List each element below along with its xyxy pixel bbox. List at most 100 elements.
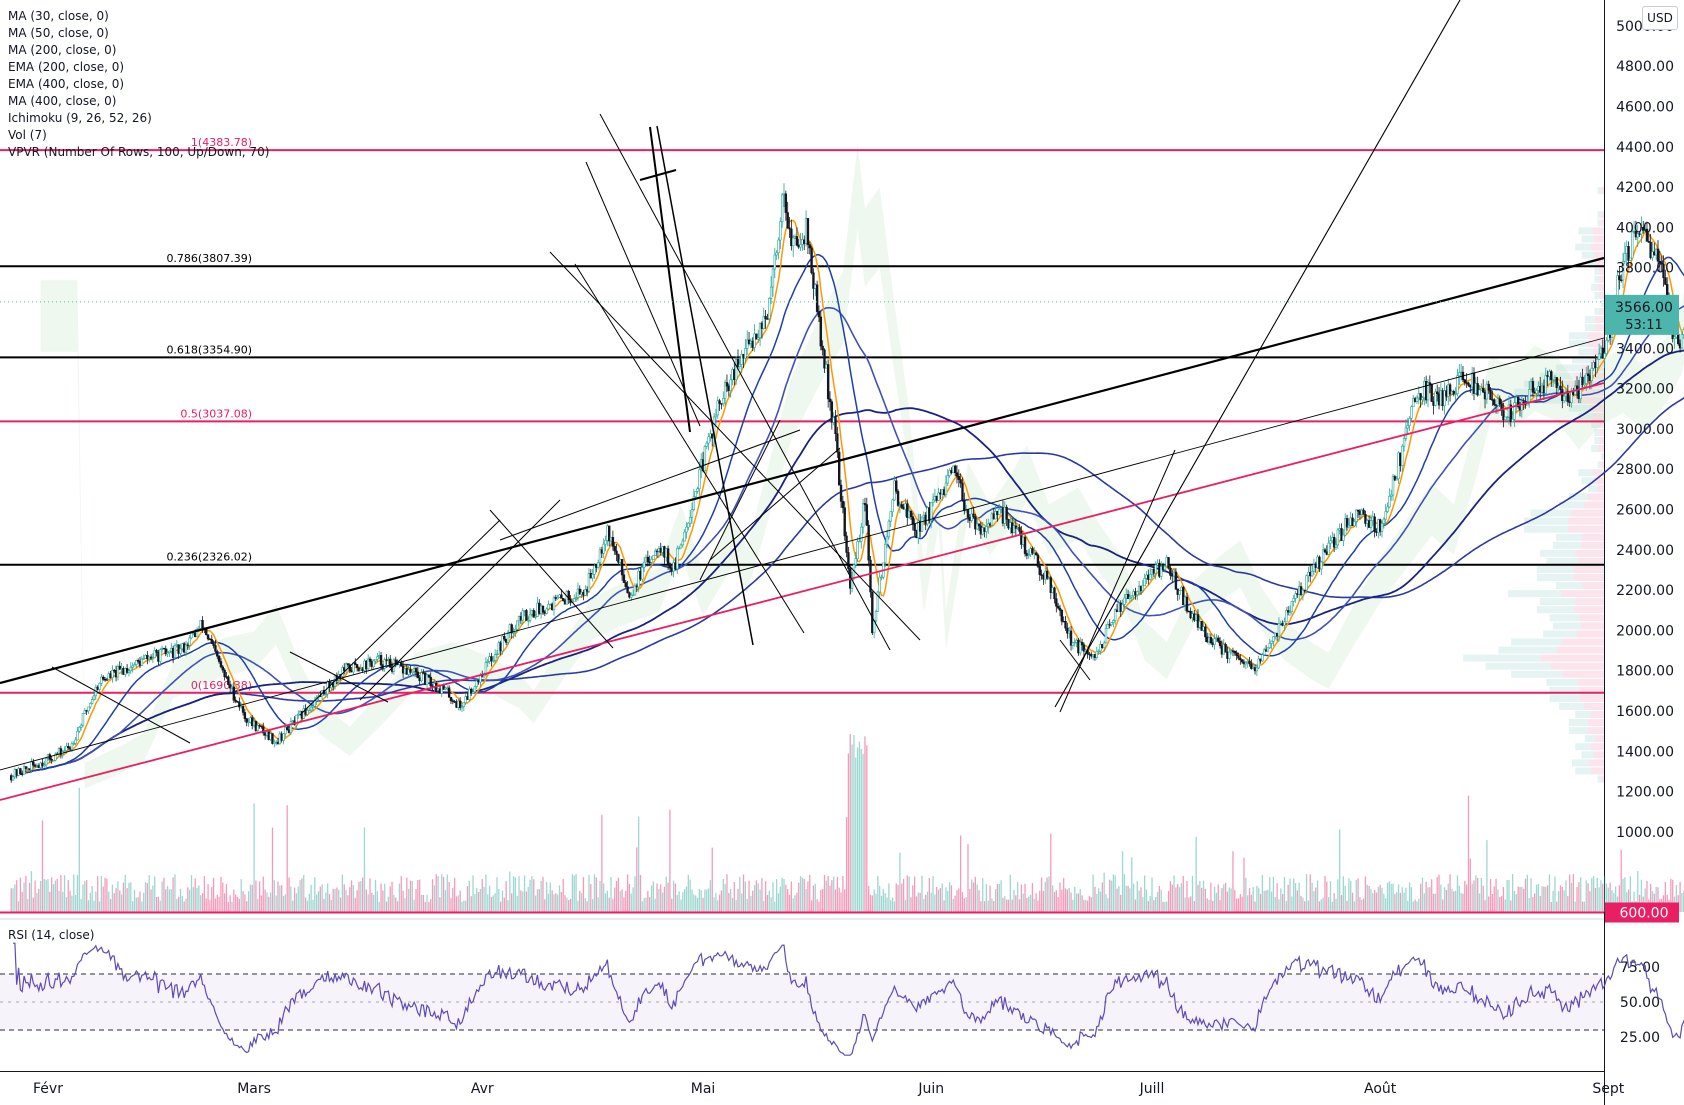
candle-body xyxy=(389,658,392,668)
trend-line[interactable] xyxy=(359,499,561,701)
trend-line[interactable] xyxy=(709,447,841,561)
time-axis[interactable]: FévrMarsAvrMaiJuinJuillAoûtSeptOct xyxy=(33,1081,1684,1097)
candle-body xyxy=(15,769,18,776)
candle-body xyxy=(602,543,605,554)
candle-body xyxy=(1618,275,1621,281)
candle-body xyxy=(1014,525,1018,529)
candle-body xyxy=(1178,590,1181,595)
price-axis[interactable]: 1000.00 1200.00 1400.00 1600.00 1800.00 2000.… xyxy=(1616,19,1674,841)
trend-line[interactable] xyxy=(1054,0,1461,708)
trend-line[interactable] xyxy=(51,666,191,744)
candle-body xyxy=(858,540,861,543)
candle-body xyxy=(1399,452,1402,466)
candle-body xyxy=(405,668,408,675)
rsi-line[interactable] xyxy=(13,942,1684,1056)
trend-line[interactable] xyxy=(649,126,691,433)
legend-item[interactable]: Vol (7) xyxy=(8,128,47,142)
candle-body xyxy=(668,563,672,569)
legend-item[interactable]: MA (50, close, 0) xyxy=(8,26,109,40)
ma-line[interactable] xyxy=(10,301,1684,781)
trend-line[interactable] xyxy=(599,113,891,651)
trend-line[interactable] xyxy=(549,251,921,641)
candle-body xyxy=(1307,572,1310,577)
ema-line[interactable] xyxy=(10,340,1684,781)
candle-body xyxy=(532,610,535,618)
candle-body xyxy=(420,672,423,682)
candle-body xyxy=(821,345,824,351)
candle-body xyxy=(1158,562,1161,577)
trend-line[interactable] xyxy=(656,125,754,646)
candle-body xyxy=(1005,506,1008,520)
candle-body xyxy=(1261,654,1264,662)
ma-line[interactable] xyxy=(10,371,1684,781)
candle-body xyxy=(171,648,175,658)
candle-body xyxy=(135,660,138,665)
legend-item[interactable]: MA (200, close, 0) xyxy=(8,43,117,57)
legend-item[interactable]: VPVR (Number Of Rows, 100, Up/Down, 70) xyxy=(8,145,270,159)
trend-line[interactable] xyxy=(574,263,805,634)
candle-body xyxy=(1163,565,1167,570)
legend-item[interactable]: MA (30, close, 0) xyxy=(8,9,109,23)
trend-line[interactable] xyxy=(585,161,701,427)
fib-retracement[interactable]: 1(4383.78) 0.786(3807.39) 0.618(3354.90) 0.… xyxy=(0,136,1604,694)
price-tick-label: 3200.00 xyxy=(1616,382,1674,398)
candle-body xyxy=(683,531,686,542)
rsi-legend[interactable]: RSI (14, close) xyxy=(8,928,95,942)
candle-body xyxy=(1342,534,1345,541)
ma-line[interactable] xyxy=(10,254,1684,781)
candle-body xyxy=(974,516,977,530)
candle-body xyxy=(646,556,650,563)
candle-body xyxy=(1349,517,1352,526)
candle-body xyxy=(107,673,110,680)
candle-body xyxy=(297,713,300,716)
candle-body xyxy=(863,503,867,505)
candle-body xyxy=(709,433,712,438)
candle-body xyxy=(1102,642,1106,648)
trend-lines[interactable] xyxy=(0,0,1605,801)
candle-body xyxy=(1069,630,1073,646)
candle-body xyxy=(751,340,754,348)
currency-button[interactable]: USD xyxy=(1642,6,1678,30)
candle-body xyxy=(118,665,121,670)
candle-body xyxy=(1516,396,1520,408)
candle-body xyxy=(900,504,903,508)
candle-body xyxy=(361,668,364,671)
candle-body xyxy=(499,642,502,652)
candle-body xyxy=(1366,520,1369,524)
candle-body xyxy=(311,705,315,708)
trend-line[interactable] xyxy=(1059,639,1091,681)
trend-line[interactable] xyxy=(639,169,677,181)
candle-body xyxy=(948,470,951,476)
trend-line[interactable] xyxy=(0,256,1605,685)
candle-body xyxy=(285,727,289,730)
legend-item[interactable]: MA (400, close, 0) xyxy=(8,94,117,108)
candle-body xyxy=(1104,627,1108,644)
candle-body xyxy=(1597,353,1601,360)
candle-body xyxy=(425,674,429,685)
candle-body xyxy=(812,272,815,289)
rsi-pane-content[interactable]: 75.00 50.00 25.00 xyxy=(0,942,1684,1056)
trend-line[interactable] xyxy=(0,337,1605,771)
trend-line[interactable] xyxy=(489,509,614,649)
legend-item[interactable]: EMA (400, close, 0) xyxy=(8,77,125,91)
candle-body xyxy=(83,710,87,714)
current-price-value: 3566.00 xyxy=(1615,300,1673,316)
trend-line[interactable] xyxy=(0,382,1605,801)
candle-body xyxy=(909,510,913,518)
candle-body xyxy=(661,546,664,553)
trend-line[interactable] xyxy=(499,429,801,541)
candle-body xyxy=(1535,390,1538,394)
candle-body xyxy=(567,590,570,600)
candle-body xyxy=(22,766,26,775)
legend-item[interactable]: Ichimoku (9, 26, 52, 26) xyxy=(8,111,152,125)
candle-body xyxy=(1196,614,1200,628)
candle-body xyxy=(913,523,916,531)
trend-line[interactable] xyxy=(699,419,781,581)
legend-item[interactable]: EMA (200, close, 0) xyxy=(8,60,125,74)
trend-line[interactable] xyxy=(1059,449,1176,713)
candle-body xyxy=(990,513,994,526)
candle-body xyxy=(1456,375,1459,394)
trend-line[interactable] xyxy=(299,519,501,716)
candle-body xyxy=(655,550,659,553)
